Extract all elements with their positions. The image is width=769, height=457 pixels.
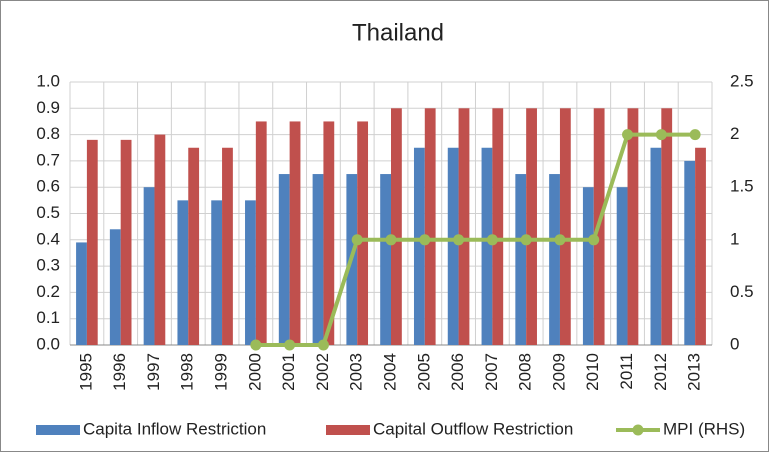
- y2-tick-label: 0: [730, 334, 739, 353]
- x-tick-label: 2005: [414, 353, 433, 391]
- bar: [616, 187, 628, 345]
- x-tick-label: 2008: [516, 353, 535, 391]
- line-marker: [520, 234, 532, 246]
- y-tick-label: 1.0: [36, 71, 60, 90]
- line-marker: [689, 129, 701, 141]
- y2-tick-label: 0.5: [730, 282, 754, 301]
- y2-tick-label: 1: [730, 229, 739, 248]
- y-tick-label: 0.1: [36, 308, 60, 327]
- bar: [424, 108, 436, 345]
- x-tick-label: 2007: [482, 353, 501, 391]
- bar: [391, 108, 402, 345]
- line: [255, 132, 696, 347]
- bar: [188, 147, 200, 345]
- bar: [245, 200, 256, 345]
- line-marker: [453, 234, 465, 246]
- bar: [492, 108, 504, 345]
- bar: [154, 134, 166, 345]
- bar: [177, 200, 189, 345]
- bar: [627, 108, 639, 345]
- x-tick-label: 1999: [212, 353, 231, 391]
- x-tick-label: 2003: [347, 353, 366, 391]
- x-tick-label: 2009: [549, 353, 568, 391]
- bar: [109, 229, 121, 345]
- line-marker: [284, 339, 296, 351]
- x-tick-label: 2013: [685, 353, 704, 391]
- bar: [120, 139, 132, 345]
- bar: [661, 108, 673, 345]
- y-tick-label: 0.5: [36, 203, 60, 222]
- line-marker: [385, 234, 397, 246]
- bar: [357, 121, 369, 345]
- y-tick-label: 0.4: [36, 229, 60, 248]
- x-tick-label: 1996: [110, 353, 129, 391]
- x-tick-label: 2011: [617, 353, 636, 390]
- legend-label: Capital Outflow Restriction: [373, 419, 573, 438]
- y-tick-label: 0.9: [36, 98, 60, 117]
- bar: [458, 108, 470, 345]
- bar: [582, 187, 594, 345]
- y-tick-label: 0.2: [36, 282, 60, 301]
- x-tick-label: 2001: [279, 353, 298, 391]
- bar: [549, 174, 560, 345]
- bar: [143, 187, 155, 345]
- bar: [211, 200, 223, 345]
- x-tick-label: 2012: [651, 353, 670, 391]
- legend-label: MPI (RHS): [663, 419, 745, 438]
- line-marker: [317, 339, 329, 351]
- x-tick-label: 2010: [583, 353, 602, 391]
- bar: [255, 121, 267, 345]
- x-tick-label: 2006: [448, 353, 467, 391]
- bar: [86, 139, 98, 345]
- legend-label: Capita Inflow Restriction: [83, 419, 266, 438]
- legend-swatch-marker: [632, 424, 644, 436]
- line-marker: [622, 129, 634, 141]
- line-marker: [486, 234, 498, 246]
- x-tick-label: 1995: [76, 353, 95, 391]
- y-tick-label: 0.6: [36, 177, 60, 196]
- y-tick-label: 0.0: [36, 334, 60, 353]
- chart-title: Thailand: [352, 19, 444, 46]
- bar: [447, 147, 459, 345]
- x-tick-label: 1997: [144, 353, 163, 391]
- bar: [76, 242, 87, 345]
- bar: [380, 174, 391, 345]
- y-tick-label: 0.8: [36, 124, 60, 143]
- line-marker: [351, 234, 363, 246]
- x-tick-label: 2002: [313, 353, 332, 391]
- y2-tick-label: 1.5: [730, 177, 754, 196]
- bar: [481, 147, 493, 345]
- bar: [526, 108, 537, 345]
- line-marker: [554, 234, 566, 246]
- bar: [289, 121, 301, 345]
- line-marker: [588, 234, 600, 246]
- line-marker: [250, 339, 262, 351]
- y-tick-label: 0.7: [36, 150, 60, 169]
- y-tick-label: 0.3: [36, 256, 60, 275]
- x-tick-label: 1998: [178, 353, 197, 391]
- legend-swatch: [36, 425, 80, 435]
- bar: [684, 160, 696, 345]
- legend-swatch: [326, 425, 370, 435]
- x-tick-label: 2004: [380, 353, 399, 391]
- bar: [650, 147, 662, 345]
- bar: [278, 174, 290, 345]
- bar: [222, 147, 233, 345]
- bar: [323, 121, 335, 345]
- y2-tick-label: 2.5: [730, 71, 754, 90]
- line-marker: [419, 234, 431, 246]
- line-marker: [655, 129, 667, 141]
- bar: [559, 108, 571, 345]
- y2-tick-label: 2: [730, 124, 739, 143]
- bar: [413, 147, 425, 345]
- bar: [312, 174, 324, 345]
- x-tick-label: 2000: [245, 353, 264, 391]
- bar: [515, 174, 527, 345]
- bar: [695, 147, 706, 345]
